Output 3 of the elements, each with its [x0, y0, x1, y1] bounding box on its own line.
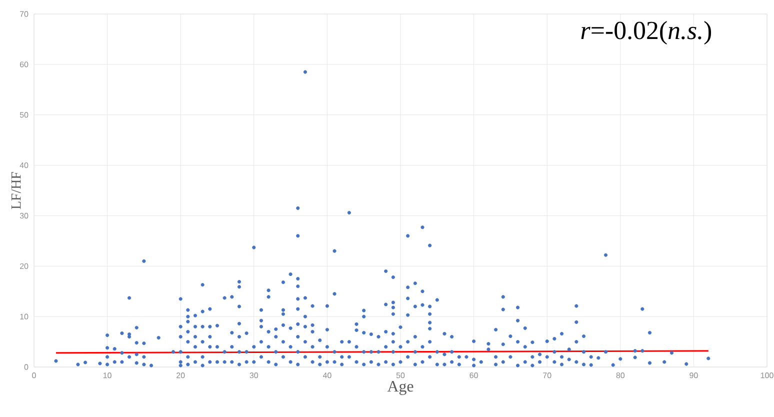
x-axis-title: Age — [387, 381, 414, 395]
annotation: r=-0.02(n.s.) — [581, 21, 712, 45]
y-axis-title: LF/HF — [11, 172, 21, 210]
